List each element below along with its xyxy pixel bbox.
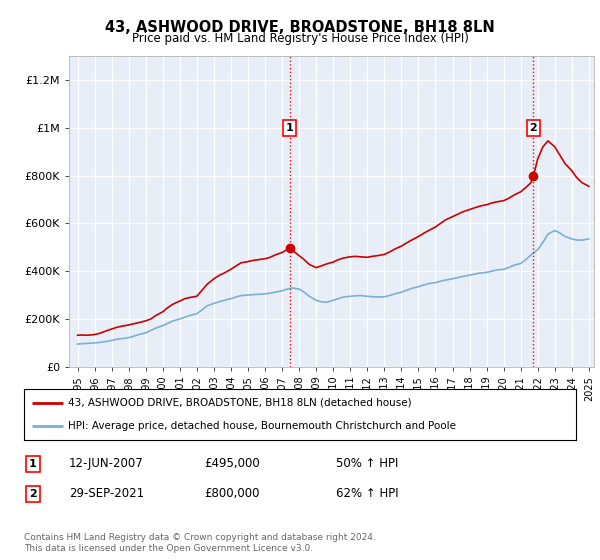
Text: 1: 1 [286,123,293,133]
Text: 2: 2 [530,123,538,133]
Text: Contains HM Land Registry data © Crown copyright and database right 2024.
This d: Contains HM Land Registry data © Crown c… [24,533,376,553]
Text: 12-JUN-2007: 12-JUN-2007 [69,457,144,470]
Text: 29-SEP-2021: 29-SEP-2021 [69,487,144,501]
Text: 2: 2 [29,489,37,499]
Text: Price paid vs. HM Land Registry's House Price Index (HPI): Price paid vs. HM Land Registry's House … [131,32,469,45]
Text: 62% ↑ HPI: 62% ↑ HPI [336,487,398,501]
Text: 50% ↑ HPI: 50% ↑ HPI [336,457,398,470]
Text: 43, ASHWOOD DRIVE, BROADSTONE, BH18 8LN (detached house): 43, ASHWOOD DRIVE, BROADSTONE, BH18 8LN … [68,398,412,408]
Text: £495,000: £495,000 [204,457,260,470]
Text: 1: 1 [29,459,37,469]
Text: 43, ASHWOOD DRIVE, BROADSTONE, BH18 8LN: 43, ASHWOOD DRIVE, BROADSTONE, BH18 8LN [105,20,495,35]
Text: £800,000: £800,000 [204,487,260,501]
Text: HPI: Average price, detached house, Bournemouth Christchurch and Poole: HPI: Average price, detached house, Bour… [68,421,456,431]
